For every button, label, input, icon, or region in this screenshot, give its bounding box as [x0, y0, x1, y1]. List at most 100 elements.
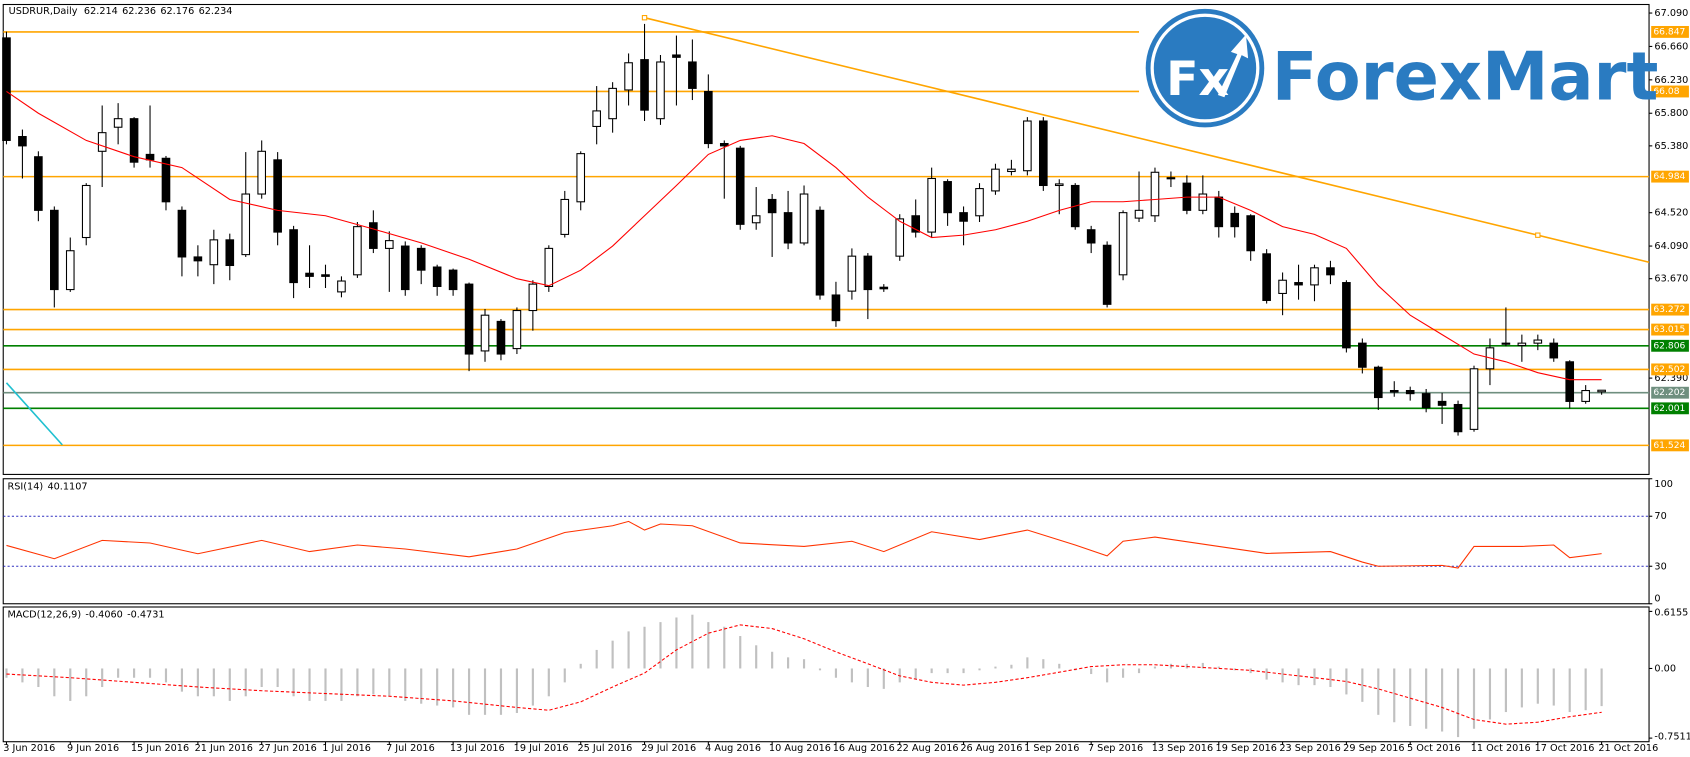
rsi-header: RSI(14) 40.1107: [8, 481, 88, 492]
macd-bar: [850, 668, 853, 683]
y-tick-label: 0: [1654, 593, 1660, 604]
candle-body: [1294, 282, 1303, 286]
candle-body: [927, 177, 936, 233]
macd-bar: [148, 668, 152, 678]
candle-body: [528, 283, 538, 312]
macd-bar: [1377, 668, 1380, 715]
macd-bar: [771, 651, 774, 669]
macd-bar: [85, 668, 88, 697]
x-tick-label: 1 Sep 2016: [1024, 743, 1079, 754]
candle-body: [863, 255, 873, 291]
macd-bar: [1425, 668, 1428, 729]
level-label: 62.502: [1653, 364, 1685, 375]
candle-body: [1150, 171, 1160, 217]
candle-body: [416, 247, 426, 271]
macd-bar: [1090, 668, 1093, 675]
candle-body: [1246, 215, 1255, 252]
candle-body: [544, 247, 554, 287]
macd-bar: [483, 668, 487, 715]
macd-bar: [515, 668, 518, 713]
candle-body: [847, 255, 857, 292]
candle-body: [1565, 361, 1575, 402]
candle-body: [81, 184, 91, 239]
candle-body: [959, 212, 968, 222]
candle-body: [321, 274, 330, 277]
candle-body: [448, 269, 458, 291]
macd-bar: [37, 668, 40, 688]
candle-body: [1007, 168, 1016, 173]
level-tag: [1651, 25, 1689, 38]
y-tick-label: 65.800: [1654, 108, 1688, 119]
candle-body: [1581, 389, 1590, 402]
y-tick-label: 0.6155: [1654, 607, 1688, 618]
candle-body: [18, 136, 27, 147]
macd-bar: [962, 668, 965, 674]
trendline-anchor: [1535, 232, 1541, 238]
macd-bar: [1584, 668, 1587, 711]
macd-title: MACD(12,26,9): [8, 610, 82, 621]
trendline-anchor: [641, 15, 648, 21]
x-tick-label: 17 Oct 2016: [1535, 743, 1595, 754]
x-tick-label: 29 Sep 2016: [1343, 743, 1404, 754]
candle-body: [975, 188, 984, 217]
macd-bar: [1472, 668, 1476, 729]
candle-body: [1166, 177, 1176, 180]
macd-bar: [882, 668, 885, 689]
macd-bar: [1568, 668, 1571, 713]
macd-bar: [802, 659, 806, 669]
level-label: 66.08: [1653, 86, 1679, 97]
candle-body: [273, 159, 282, 233]
candle-body: [799, 193, 809, 244]
candle-body: [193, 256, 203, 262]
macd-bar: [914, 668, 917, 680]
macd-bar: [531, 668, 534, 706]
rsi-line: [6, 520, 1602, 569]
macd-bar: [356, 668, 359, 697]
macd-bar: [547, 668, 550, 697]
y-tick-label: 70: [1654, 511, 1666, 522]
candle-body: [145, 153, 155, 161]
macd-bar: [1265, 668, 1268, 680]
candle-body: [576, 153, 586, 203]
macd-bar: [675, 617, 678, 669]
macd-bar: [1409, 668, 1412, 726]
candle-body: [400, 245, 410, 291]
last-open: 62.214: [84, 6, 118, 17]
rsi-last: 40.1107: [47, 481, 87, 492]
macd-bar: [1552, 668, 1555, 706]
macd-bar: [276, 668, 279, 688]
level-label: 62.806: [1653, 340, 1685, 351]
macd-bar: [292, 668, 295, 697]
y-tick-label: 66.660: [1654, 41, 1688, 52]
candle-body: [831, 294, 841, 322]
macd-bar: [595, 649, 598, 669]
macd-bar: [691, 614, 694, 669]
x-tick-label: 19 Jul 2016: [514, 743, 569, 754]
x-tick-label: 16 Aug 2016: [833, 743, 895, 754]
macd-bar: [930, 668, 933, 674]
x-tick-label: 13 Jul 2016: [450, 743, 505, 754]
macd-bar: [1249, 668, 1252, 674]
last-high: 62.236: [122, 6, 156, 17]
macd-bar: [818, 668, 822, 671]
candle-body: [1373, 366, 1383, 399]
macd-bar: [1201, 662, 1204, 669]
x-tick-label: 1 Jul 2016: [322, 743, 371, 754]
candle-body: [369, 222, 378, 249]
macd-bar: [212, 668, 215, 697]
macd-bar: [946, 668, 949, 674]
x-tick-label: 11 Oct 2016: [1471, 743, 1531, 754]
candle-body: [719, 142, 729, 147]
macd-bar: [723, 626, 726, 669]
candle-body: [512, 309, 522, 350]
candle-body: [560, 198, 570, 235]
candle-body: [161, 157, 171, 203]
rsi-title: RSI(14): [8, 481, 44, 492]
level-label: 64.984: [1653, 171, 1685, 182]
candle-body: [1326, 267, 1335, 276]
candle-body: [688, 61, 697, 89]
level-tag: [1651, 170, 1689, 183]
candle-body: [592, 110, 601, 127]
macd-bar: [1153, 666, 1157, 669]
